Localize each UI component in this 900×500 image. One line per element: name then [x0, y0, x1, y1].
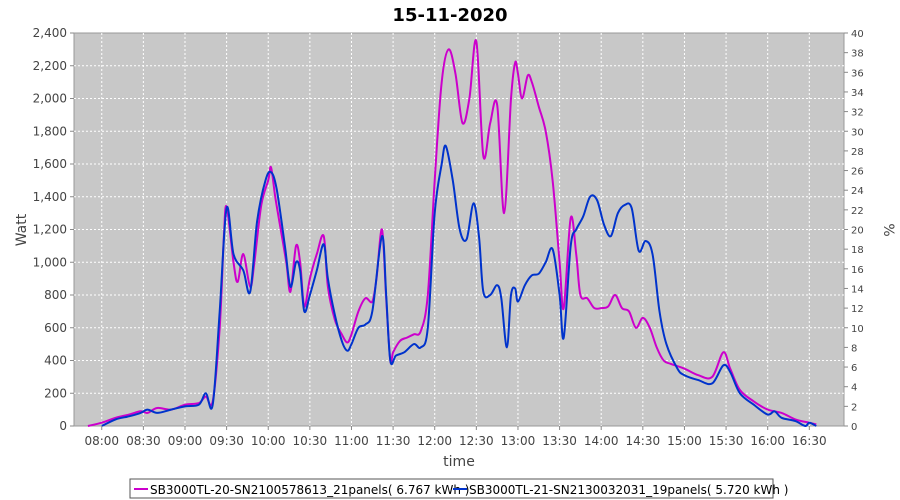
y2-tick-label: 32: [851, 108, 864, 119]
y-tick-label: 1,800: [33, 124, 67, 138]
x-tick-label: 11:00: [334, 434, 369, 448]
x-tick-label: 10:30: [293, 434, 328, 448]
y2-tick-label: 36: [851, 68, 864, 79]
y-axis-left: 0 200 400 600 800 1,000 1,200 1,400 1,600 1,800 2,…: [33, 26, 74, 433]
x-tick-label: 08:30: [126, 434, 161, 448]
y2-tick-label: 2: [851, 402, 857, 413]
x-tick-label: 10:00: [251, 434, 286, 448]
y-tick-label: 600: [44, 321, 67, 335]
series-line-1: [87, 39, 817, 427]
x-tick-label: 14:30: [626, 434, 661, 448]
y2-tick-label: 16: [851, 265, 864, 276]
y-tick-label: 2,400: [33, 26, 67, 40]
y-tick-label: 1,600: [33, 157, 67, 171]
y-tick-label: 400: [44, 354, 67, 368]
series-layer: [87, 39, 817, 427]
y-tick-label: 2,200: [33, 59, 67, 73]
x-tick-label: 08:00: [84, 434, 119, 448]
y2-tick-label: 40: [851, 29, 864, 40]
y2-tick-label: 34: [851, 88, 864, 99]
chart-title: 15-11-2020: [392, 5, 507, 26]
y2-tick-label: 30: [851, 127, 864, 138]
y2-tick-label: 26: [851, 167, 864, 178]
x-tick-label: 16:30: [792, 434, 827, 448]
x-tick-label: 11:30: [376, 434, 411, 448]
legend-box: [129, 478, 774, 499]
x-tick-label: 09:00: [168, 434, 203, 448]
y2-tick-label: 24: [851, 186, 864, 197]
x-tick-label: 12:30: [459, 434, 494, 448]
y2-axis-title: %: [880, 223, 896, 236]
y2-tick-label: 6: [851, 363, 857, 374]
grid-lines: [74, 33, 844, 426]
y2-tick-label: 22: [851, 206, 864, 217]
x-axis: 08:00 08:30 09:00 09:30 10:00 10:30 11:00 11:30…: [84, 426, 827, 448]
y-tick-label: 1,200: [33, 223, 67, 237]
y2-tick-label: 12: [851, 304, 864, 315]
y-tick-label: 1,400: [33, 190, 67, 204]
y2-tick-label: 4: [851, 383, 857, 394]
y2-tick-label: 14: [851, 284, 864, 295]
y2-tick-label: 8: [851, 343, 857, 354]
y2-tick-label: 10: [851, 324, 864, 335]
series-line-2: [101, 144, 817, 427]
x-tick-label: 13:00: [501, 434, 536, 448]
legend-label-series-2: SB3000TL-21-SN2130032031_19panels( 5.720…: [469, 483, 788, 497]
y-tick-label: 2,000: [33, 92, 67, 106]
legend: SB3000TL-20-SN2100578613_21panels( 6.767…: [129, 478, 788, 499]
x-axis-title: time: [443, 454, 475, 470]
y-tick-label: 0: [59, 419, 67, 433]
x-tick-label: 12:00: [417, 434, 452, 448]
y2-tick-label: 20: [851, 226, 864, 237]
x-tick-label: 13:30: [542, 434, 577, 448]
x-tick-label: 15:30: [709, 434, 744, 448]
y2-tick-label: 18: [851, 245, 864, 256]
y2-tick-label: 38: [851, 49, 864, 60]
y-tick-label: 200: [44, 386, 67, 400]
y2-tick-label: 0: [851, 422, 857, 433]
x-tick-label: 14:00: [584, 434, 619, 448]
y-tick-label: 1,000: [33, 255, 67, 269]
legend-label-series-1: SB3000TL-20-SN2100578613_21panels( 6.767…: [150, 483, 469, 497]
x-tick-label: 15:00: [667, 434, 702, 448]
x-tick-label: 16:00: [750, 434, 785, 448]
y2-tick-label: 28: [851, 147, 864, 158]
y-axis-title: Watt: [14, 213, 30, 246]
y-tick-label: 800: [44, 288, 67, 302]
x-tick-label: 09:30: [209, 434, 244, 448]
